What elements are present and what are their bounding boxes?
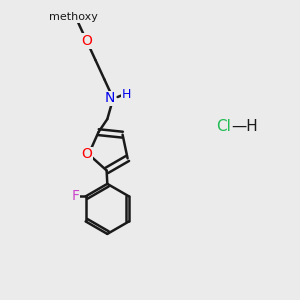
Text: N: N bbox=[105, 92, 116, 106]
Text: H: H bbox=[122, 88, 131, 100]
Text: O: O bbox=[82, 147, 93, 161]
Text: O: O bbox=[81, 34, 92, 48]
Text: Cl: Cl bbox=[216, 119, 231, 134]
Text: —H: —H bbox=[231, 119, 258, 134]
Text: F: F bbox=[71, 189, 79, 203]
Text: methoxy: methoxy bbox=[49, 13, 98, 22]
